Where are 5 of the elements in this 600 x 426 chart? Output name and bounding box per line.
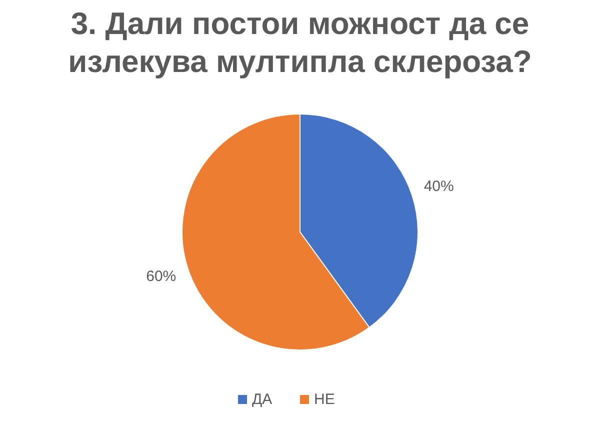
data-label: 60%	[146, 268, 176, 286]
data-label: 40%	[424, 178, 454, 195]
legend-label: НЕ	[314, 390, 335, 408]
legend-label: ДА	[252, 390, 272, 408]
chart-title: 3. Дали постои можност да се излекува мултипла склероза?	[68, 6, 532, 79]
